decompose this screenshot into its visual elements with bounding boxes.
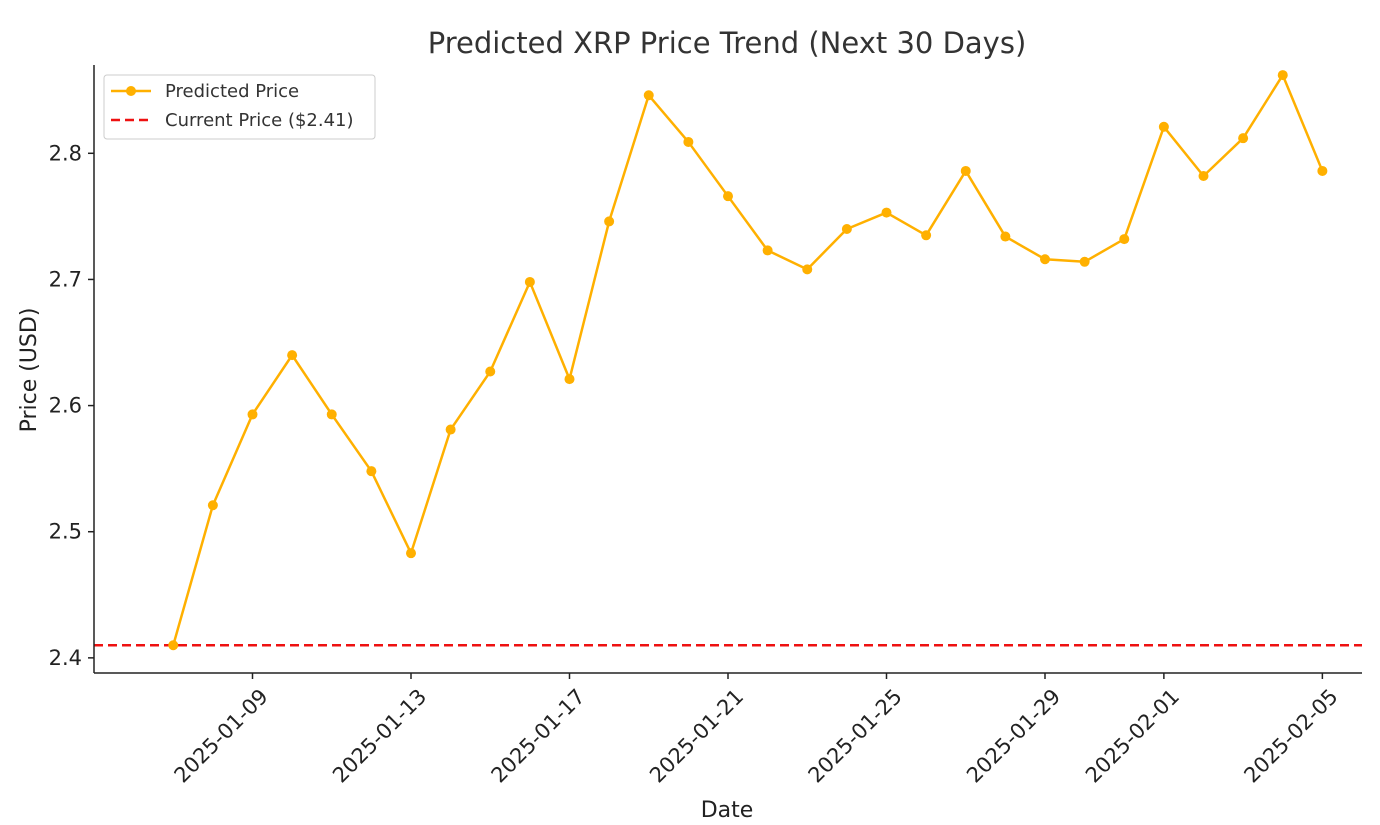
x-tick-label: 2025-01-21	[645, 684, 748, 787]
x-tick-label: 2025-02-01	[1081, 684, 1184, 787]
data-point	[604, 216, 615, 227]
data-point	[1079, 256, 1090, 267]
data-point	[287, 350, 298, 361]
data-point	[1158, 121, 1169, 132]
legend: Predicted Price Current Price ($2.41)	[103, 74, 376, 140]
data-point	[683, 136, 694, 147]
data-point	[1198, 171, 1209, 182]
series-layer	[168, 70, 1328, 651]
y-tick-layer: 2.4 2.5 2.6 2.7 2.8	[49, 141, 94, 670]
x-tick-label: 2025-01-13	[328, 684, 431, 787]
data-point	[960, 165, 971, 176]
data-point	[1238, 133, 1249, 144]
data-point	[1000, 231, 1011, 242]
data-point	[841, 223, 852, 234]
data-point	[1317, 165, 1328, 176]
series-line-predicted-price	[172, 73, 1324, 646]
x-tick-label: 2025-01-17	[487, 684, 590, 787]
y-tick-label: 2.8	[49, 141, 82, 165]
x-tick-label: 2025-01-09	[170, 684, 273, 787]
data-point	[485, 366, 496, 377]
y-axis-label: Price (USD)	[17, 308, 42, 433]
legend-label-predicted-price: Predicted Price	[165, 81, 299, 102]
chart-title: Predicted XRP Price Trend (Next 30 Days)	[428, 26, 1027, 60]
data-point	[643, 90, 654, 101]
data-point	[921, 230, 932, 241]
data-point	[366, 466, 377, 477]
data-point	[881, 207, 892, 218]
data-point	[564, 374, 575, 385]
data-point	[762, 245, 773, 256]
y-tick-label: 2.5	[49, 520, 82, 544]
data-point	[1040, 254, 1050, 265]
data-point	[1119, 234, 1130, 245]
data-point	[802, 264, 813, 275]
data-point	[723, 191, 733, 202]
data-point	[524, 276, 535, 287]
data-point	[406, 548, 416, 559]
x-tick-label: 2025-01-29	[962, 684, 1065, 787]
x-tick-label: 2025-01-25	[804, 684, 907, 787]
legend-label-current-price: Current Price ($2.41)	[165, 110, 354, 131]
x-tick-label: 2025-02-05	[1239, 684, 1342, 787]
data-point	[326, 409, 337, 420]
y-tick-label: 2.4	[49, 646, 82, 670]
x-tick-layer: 2025-01-09 2025-01-13 2025-01-17 2025-01-21…	[170, 673, 1343, 788]
legend-box	[103, 74, 376, 140]
data-point	[445, 424, 456, 435]
legend-marker-predicted-price	[126, 86, 136, 96]
y-tick-label: 2.7	[49, 267, 82, 291]
y-tick-label: 2.6	[49, 394, 82, 418]
data-point	[168, 640, 179, 651]
data-point	[1277, 70, 1288, 81]
x-axis-label: Date	[701, 798, 754, 823]
data-point	[207, 500, 218, 511]
data-point	[247, 409, 258, 420]
